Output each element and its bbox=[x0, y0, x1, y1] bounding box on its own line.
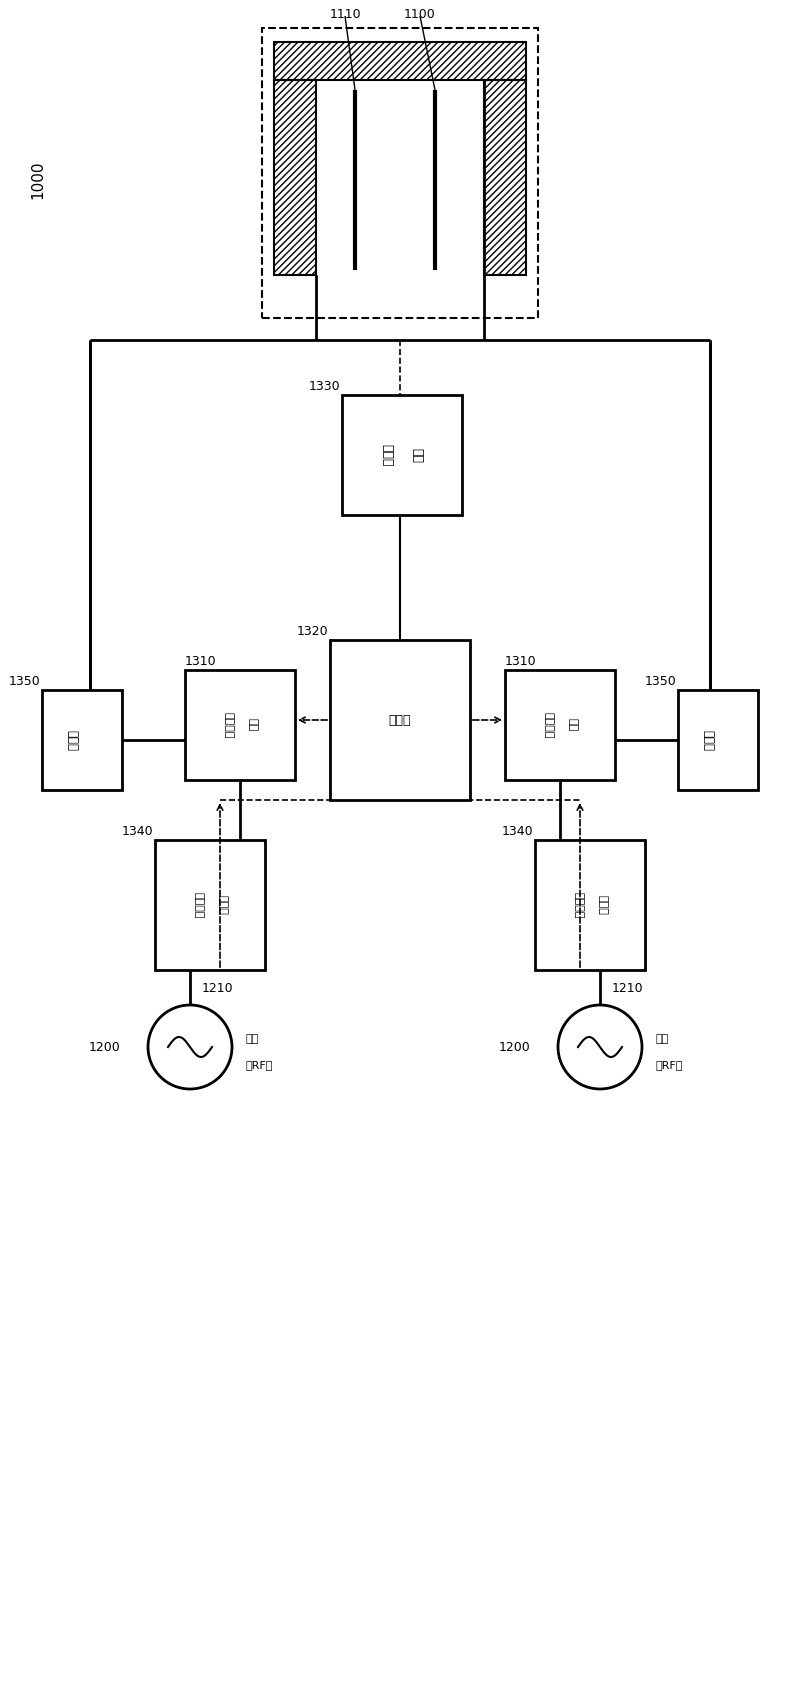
Text: 测单元: 测单元 bbox=[217, 894, 227, 915]
Text: 1350: 1350 bbox=[8, 674, 40, 688]
Text: 1310: 1310 bbox=[505, 656, 537, 667]
Bar bbox=[42, 689, 122, 789]
Text: 控制器: 控制器 bbox=[389, 713, 411, 727]
Text: 反射功率: 反射功率 bbox=[193, 891, 203, 918]
Text: 1350: 1350 bbox=[644, 674, 676, 688]
Bar bbox=[274, 42, 526, 80]
Bar bbox=[274, 80, 316, 274]
Text: 1000: 1000 bbox=[30, 161, 46, 200]
Text: 1100: 1100 bbox=[404, 8, 436, 20]
Text: 1330: 1330 bbox=[308, 379, 340, 393]
Text: 1310: 1310 bbox=[185, 656, 217, 667]
Bar bbox=[678, 689, 758, 789]
Text: 阻抗匹配: 阻抗匹配 bbox=[223, 711, 233, 739]
Text: 1110: 1110 bbox=[329, 8, 361, 20]
Bar bbox=[262, 29, 538, 318]
Bar bbox=[535, 840, 645, 971]
Text: 射频: 射频 bbox=[655, 1033, 668, 1044]
Bar bbox=[330, 640, 470, 800]
Text: （RF）: （RF） bbox=[245, 1060, 272, 1071]
Bar bbox=[484, 80, 526, 274]
Text: 阻抗测: 阻抗测 bbox=[381, 444, 394, 466]
Text: 1320: 1320 bbox=[296, 625, 328, 639]
Bar bbox=[342, 395, 462, 515]
Text: 反射功率: 反射功率 bbox=[573, 891, 583, 918]
Text: 单元: 单元 bbox=[567, 718, 577, 732]
Text: （RF）: （RF） bbox=[655, 1060, 682, 1071]
Text: 阻抗匹配: 阻抗匹配 bbox=[543, 711, 553, 739]
Bar bbox=[185, 671, 295, 779]
Text: 射频: 射频 bbox=[245, 1033, 258, 1044]
Text: 1340: 1340 bbox=[502, 825, 533, 839]
Text: 1200: 1200 bbox=[88, 1040, 120, 1054]
Bar bbox=[505, 671, 615, 779]
Text: 单元: 单元 bbox=[410, 447, 423, 462]
Text: 电容器: 电容器 bbox=[702, 730, 714, 750]
Text: 电容器: 电容器 bbox=[66, 730, 78, 750]
Bar bbox=[316, 80, 484, 274]
Text: 1340: 1340 bbox=[122, 825, 153, 839]
Text: 1210: 1210 bbox=[612, 983, 644, 994]
Bar bbox=[155, 840, 265, 971]
Text: 测单元: 测单元 bbox=[597, 894, 607, 915]
Text: 单元: 单元 bbox=[247, 718, 257, 732]
Text: 1200: 1200 bbox=[498, 1040, 530, 1054]
Text: 1210: 1210 bbox=[202, 983, 234, 994]
